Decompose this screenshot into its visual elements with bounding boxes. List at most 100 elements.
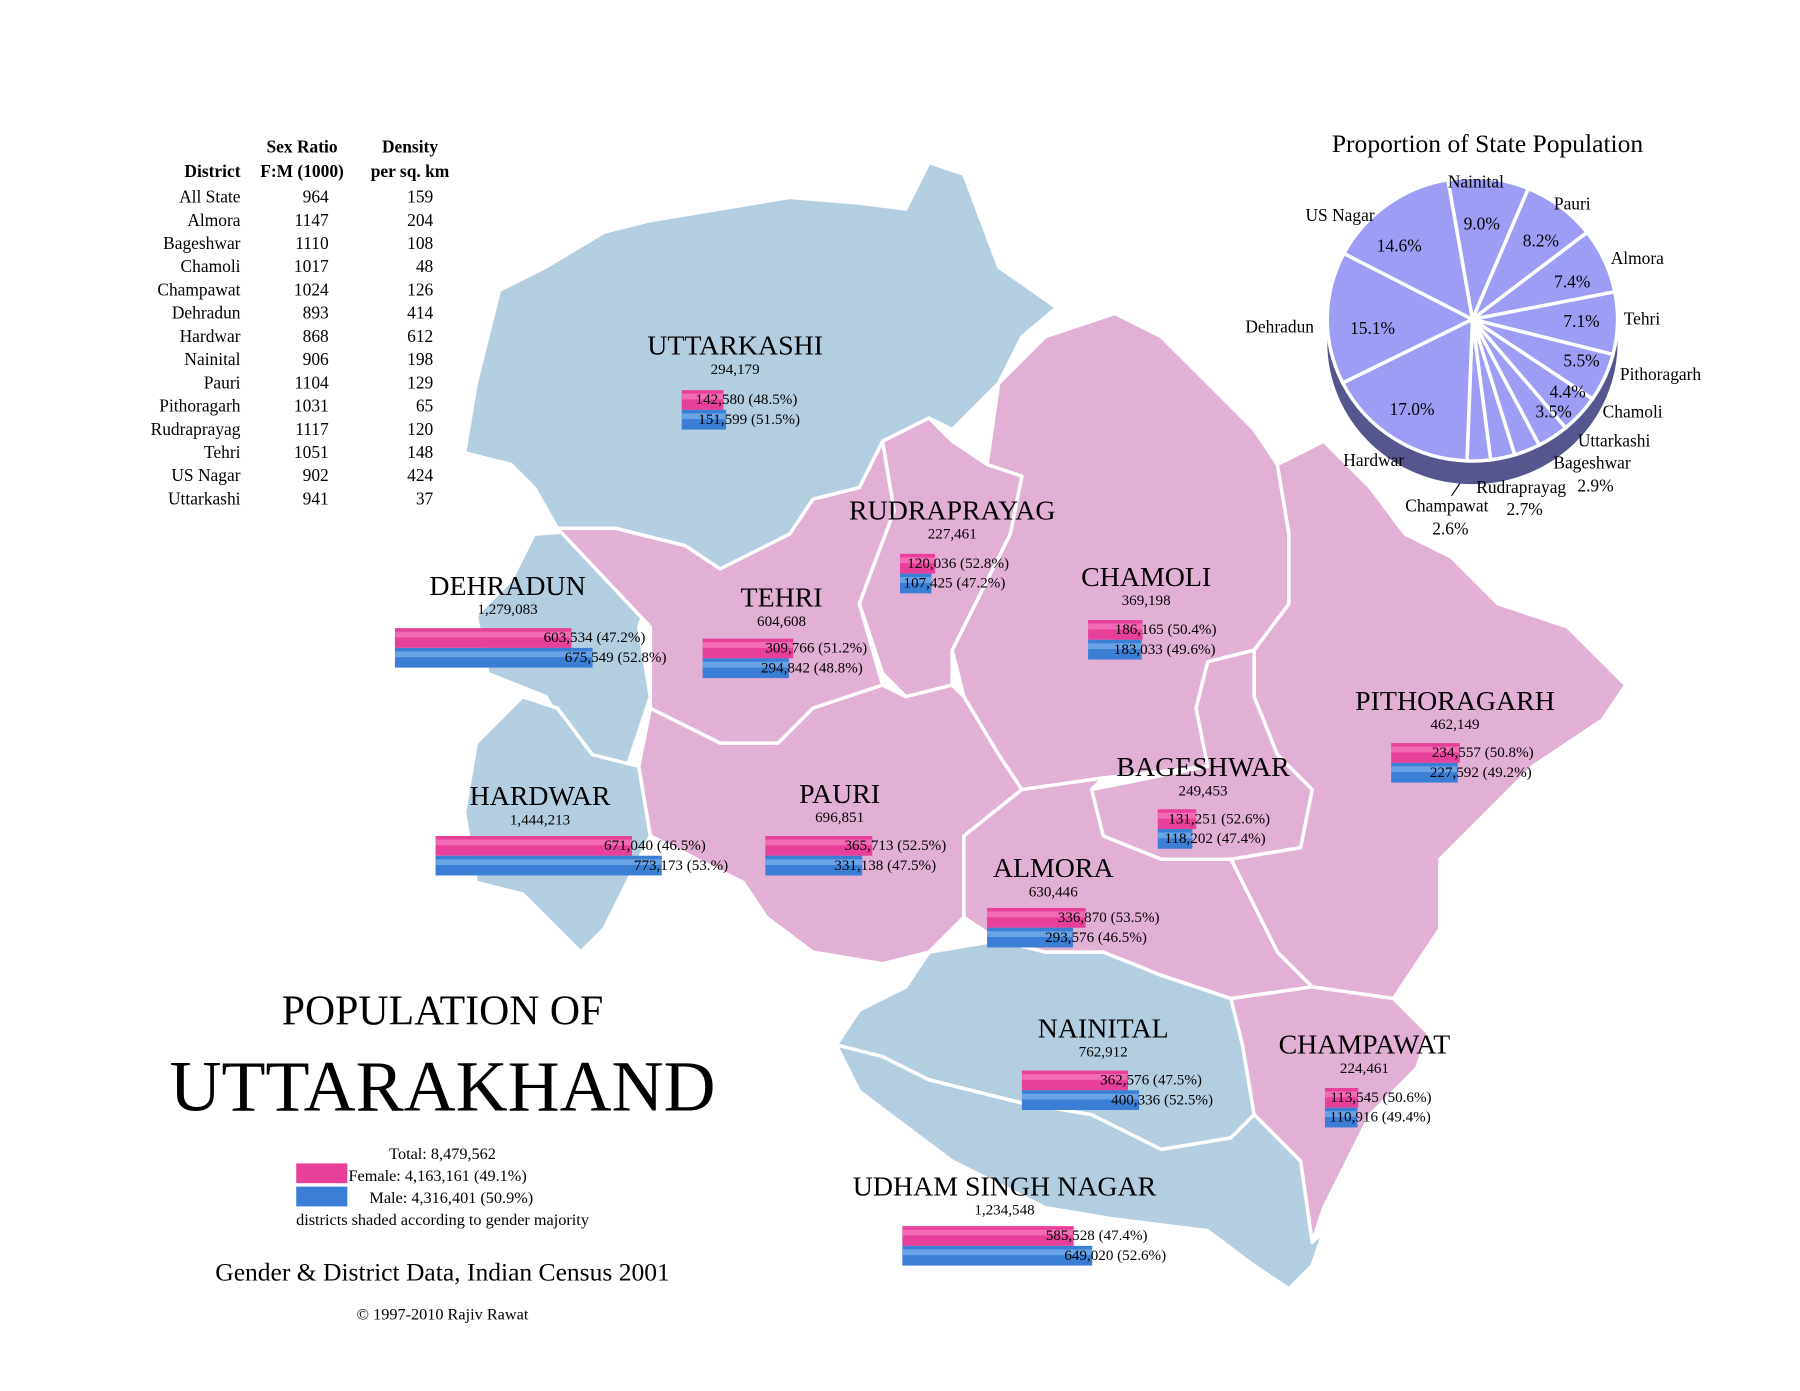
- female-label: 671,040 (46.5%): [604, 838, 706, 854]
- table-header: per sq. km: [371, 161, 450, 181]
- pie-label: Almora: [1611, 248, 1664, 268]
- table-cell: Rudraprayag: [151, 419, 241, 439]
- district-total: 604,608: [757, 614, 806, 630]
- female-label: 336,870 (53.5%): [1058, 910, 1160, 926]
- pie-label: Dehradun: [1245, 317, 1314, 337]
- female-count: 120,036: [907, 556, 956, 572]
- female-count: 336,870: [1058, 910, 1107, 926]
- table-cell: 1017: [294, 256, 329, 276]
- table-cell: 204: [407, 210, 433, 230]
- male-count: 649,020: [1064, 1248, 1113, 1264]
- pie-value-label: 2.6%: [1432, 519, 1468, 539]
- pie-value-label: 3.5%: [1536, 401, 1572, 421]
- table-header: Sex Ratio: [266, 137, 337, 157]
- table-cell: 159: [407, 187, 433, 207]
- district-name: ALMORA: [993, 853, 1114, 884]
- title-main: UTTARAKHAND: [170, 1046, 716, 1126]
- male-label: 400,336 (52.5%): [1111, 1093, 1213, 1109]
- pie: Nainital 9.0% Pauri 8.2% Almora 7.4% Tehri 7.1%…: [1245, 171, 1701, 538]
- male-pct: (51.5%): [751, 412, 800, 428]
- male-bar-shine: [1157, 832, 1193, 839]
- table-cell: Nainital: [184, 349, 240, 369]
- table-cell: 148: [407, 442, 433, 462]
- table-cell: 941: [303, 488, 329, 508]
- female-pct: (52.8%): [960, 556, 1009, 572]
- female-bar-shine: [435, 839, 632, 846]
- female-count: 362,576: [1100, 1073, 1149, 1089]
- pie-label: Champawat: [1405, 495, 1488, 515]
- table-cell: 1110: [295, 233, 329, 253]
- legend-note: districts shaded according to gender maj…: [296, 1211, 590, 1229]
- table-cell: 48: [416, 256, 434, 276]
- table-cell: 108: [407, 233, 433, 253]
- female-label: 120,036 (52.8%): [907, 556, 1009, 572]
- table-cell: 424: [407, 465, 433, 485]
- female-bar-shine: [987, 911, 1086, 918]
- male-count: 118,202: [1164, 832, 1212, 848]
- table-cell: Champawat: [157, 279, 240, 299]
- male-label: 151,599 (51.5%): [698, 412, 800, 428]
- female-label: 113,545 (50.6%): [1330, 1090, 1431, 1106]
- female-pct: (52.6%): [1221, 812, 1270, 828]
- male-count: 773,173: [634, 858, 683, 874]
- table-cell: 414: [407, 303, 433, 323]
- female-pct: (47.2%): [596, 631, 645, 647]
- pie-title: Proportion of State Population: [1332, 129, 1644, 158]
- male-count: 400,336: [1111, 1093, 1160, 1109]
- female-pct: (47.4%): [1099, 1229, 1148, 1245]
- male-count: 107,425: [904, 576, 953, 592]
- pie-label: Pauri: [1554, 194, 1591, 214]
- female-count: 603,534: [544, 631, 593, 647]
- male-label: 227,592 (49.2%): [1430, 765, 1532, 781]
- pie-label: Rudraprayag: [1476, 477, 1566, 497]
- table-cell: 65: [416, 396, 434, 416]
- pie-label: Pithoragarh: [1620, 364, 1702, 384]
- district-name: UDHAM SINGH NAGAR: [853, 1171, 1157, 1202]
- female-pct: (46.5%): [657, 838, 706, 854]
- table-cell: 893: [303, 303, 329, 323]
- district-total: 369,198: [1122, 593, 1171, 609]
- female-pct: (48.5%): [748, 393, 797, 409]
- female-label: 365,713 (52.5%): [844, 838, 946, 854]
- district-total: 462,149: [1430, 717, 1479, 733]
- female-pct: (52.5%): [897, 838, 946, 854]
- pie-value-label: 15.1%: [1350, 318, 1395, 338]
- pie-label: Bageshwar: [1553, 452, 1631, 472]
- table-cell: 198: [407, 349, 433, 369]
- table-cell: Uttarkashi: [168, 488, 241, 508]
- pie-value-label: 2.9%: [1577, 476, 1613, 496]
- male-pct: (53.%): [687, 858, 728, 874]
- pie-label: Uttarkashi: [1578, 430, 1651, 450]
- male-label: 331,138 (47.5%): [834, 858, 936, 874]
- female-count: 142,580: [696, 393, 745, 409]
- pie-value-label: 9.0%: [1464, 213, 1500, 233]
- male-pct: (46.5%): [1098, 930, 1147, 946]
- male-label: 183,033 (49.6%): [1114, 642, 1216, 658]
- pie-label: Chamoli: [1603, 401, 1663, 421]
- hardwar-area: [462, 694, 653, 954]
- female-bar-shine: [1391, 746, 1460, 753]
- table-cell: Chamoli: [181, 256, 241, 276]
- female-label: 309,766 (51.2%): [765, 641, 867, 657]
- female-count: 309,766: [765, 641, 814, 657]
- male-pct: (52.5%): [1164, 1093, 1213, 1109]
- legend-male: Male: 4,316,401 (50.9%): [369, 1189, 533, 1207]
- table-cell: 612: [407, 326, 433, 346]
- district-total: 762,912: [1079, 1045, 1128, 1061]
- pie-label: Hardwar: [1343, 450, 1404, 470]
- male-pct: (52.8%): [618, 650, 667, 666]
- male-bar-shine: [1088, 643, 1142, 650]
- female-bar-shine: [1021, 1074, 1129, 1080]
- district-name: UTTARKASHI: [647, 331, 823, 362]
- female-label: 234,557 (50.8%): [1432, 746, 1534, 762]
- pie-label: US Nagar: [1305, 205, 1374, 225]
- table-header: District: [184, 161, 240, 181]
- male-label: 107,425 (47.2%): [904, 576, 1006, 592]
- male-pct: (49.4%): [1382, 1110, 1431, 1126]
- female-bar-shine: [394, 631, 572, 638]
- male-bar-shine: [1391, 766, 1458, 773]
- male-pct: (48.8%): [814, 661, 863, 677]
- table-header: F:M (1000): [260, 161, 344, 181]
